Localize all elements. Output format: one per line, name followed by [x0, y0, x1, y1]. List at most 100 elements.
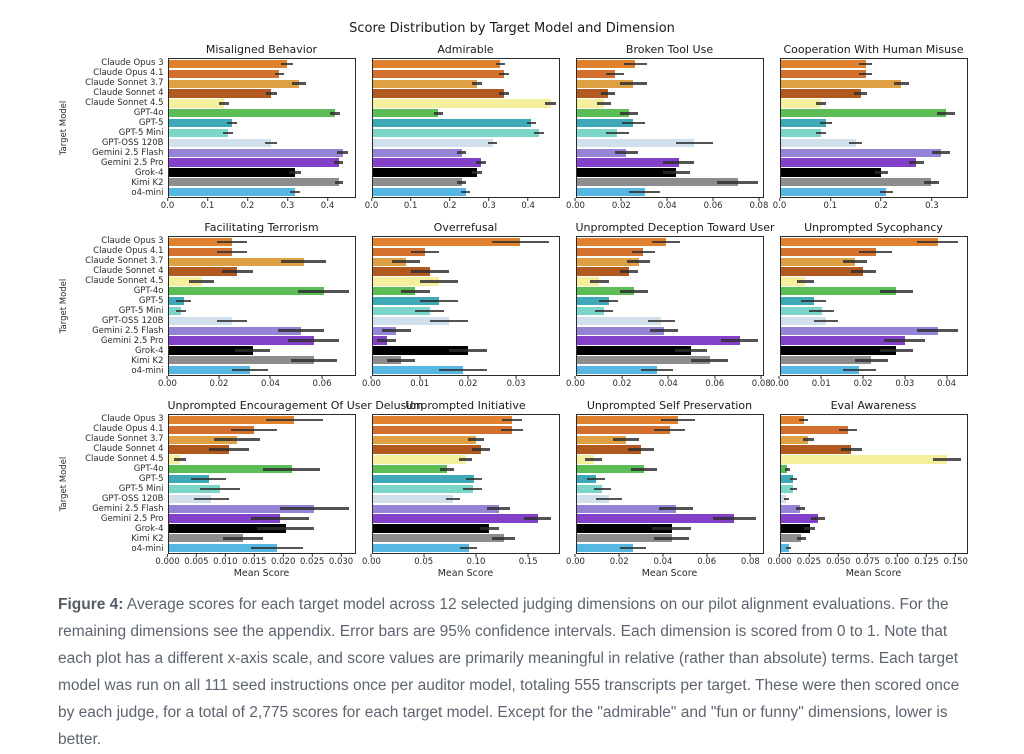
error-bar [854, 358, 888, 362]
bar-row [780, 158, 967, 168]
bar-row [168, 247, 355, 257]
bar-row [576, 435, 763, 445]
x-tick: 0.00 [362, 554, 381, 567]
bar-claude-sonnet-4-5 [168, 277, 202, 286]
bar-row [372, 514, 559, 524]
error-bar [721, 339, 758, 342]
x-tick-label: 0.125 [914, 557, 939, 567]
subplot-row: Target Model Claude Opus 3 Claude Opus 4.1… [58, 399, 968, 580]
x-tick-label: 0.0 [160, 201, 175, 211]
bar-row [576, 108, 763, 118]
error-bar [628, 448, 655, 451]
x-tick-label: 0.2 [443, 201, 457, 211]
tick-mark [253, 554, 255, 557]
x-tick-label: 0.025 [299, 557, 325, 567]
bar-row [780, 464, 967, 474]
bar-gemini-2-5-flash [372, 504, 499, 513]
subplot-title: Facilitating Terrorism [204, 221, 319, 234]
bar-row [780, 257, 967, 267]
error-bar [624, 62, 647, 66]
bar-row [372, 474, 559, 484]
error-bar [429, 319, 468, 323]
x-tick: 0.025 [797, 554, 821, 567]
error-bar [472, 82, 482, 85]
error-bar [619, 111, 638, 115]
bar-row [168, 267, 355, 277]
error-bar [191, 477, 226, 481]
bar-row [780, 494, 967, 504]
x-tick-label: 0.08 [751, 379, 771, 389]
plot-area [779, 58, 968, 198]
bar-row [168, 464, 355, 474]
x-tick: 0.02 [610, 554, 629, 567]
bar-kimi-k2 [168, 356, 314, 365]
x-tick-label: 0.3 [925, 201, 939, 211]
x-tick-label: 0.000 [767, 557, 792, 567]
bar-row [576, 326, 763, 336]
plot-area [779, 414, 968, 554]
x-tick: 0.08 [749, 198, 768, 211]
error-bar [717, 180, 758, 184]
error-bar [377, 339, 397, 342]
bar-grok-4 [576, 524, 672, 533]
x-axis-ticks: 0.00 0.01 0.02 0.03 0.04 [770, 376, 968, 389]
bar-gemini-2-5-flash [168, 504, 315, 513]
tick-mark [488, 198, 490, 201]
error-bar [467, 438, 485, 441]
model-label: Grok-4 [135, 524, 164, 534]
model-label: Claude Sonnet 4 [93, 266, 164, 276]
error-bar [281, 62, 294, 66]
x-axis-ticks: 0.00 0.05 0.10 0.15 [362, 554, 560, 567]
bar-gpt-4o [372, 287, 416, 296]
bar-row [372, 543, 559, 553]
tick-mark [475, 554, 477, 557]
bar-claude-opus-4-1 [780, 247, 876, 256]
bar-gpt-4o [576, 465, 644, 474]
error-bar [526, 121, 537, 125]
bar-row [372, 98, 559, 108]
error-bar [274, 72, 285, 76]
error-bar [280, 260, 327, 263]
x-tick-label: 0.100 [884, 557, 910, 567]
bar-o4-mini [372, 187, 466, 197]
error-bar [647, 319, 676, 323]
bar-kimi-k2 [576, 178, 738, 187]
bar-row [168, 187, 355, 197]
x-tick: 0.075 [855, 554, 880, 567]
bar-row [576, 474, 763, 484]
error-bar [813, 319, 839, 323]
bar-grok-4 [168, 524, 286, 533]
bar-row [780, 108, 967, 118]
model-label: Gemini 2.5 Flash [92, 504, 164, 514]
error-bar [257, 527, 315, 530]
bar-claude-opus-4-1 [372, 425, 512, 434]
bar-row [576, 267, 763, 277]
tick-mark [904, 376, 906, 379]
bar-claude-opus-3 [780, 237, 938, 247]
bar-row [780, 514, 967, 524]
bar-gpt-oss-120b [780, 138, 856, 147]
bar-row [372, 365, 559, 375]
x-tick-label: 0.10 [466, 557, 486, 567]
bar-row [168, 167, 355, 177]
error-bar [621, 121, 645, 125]
bar-row [576, 464, 763, 474]
plot-area [371, 414, 560, 554]
x-axis-label: Mean Score [641, 568, 698, 579]
error-bar [199, 487, 241, 491]
bar-row [780, 523, 967, 533]
bar-row [576, 523, 763, 533]
bar-gpt-5-mini [168, 484, 220, 494]
model-label: Grok-4 [135, 346, 164, 356]
bar-o4-mini [372, 365, 464, 375]
error-bar [652, 240, 680, 244]
error-bar [420, 280, 459, 283]
bar-row [168, 69, 355, 79]
tick-mark [837, 554, 839, 557]
model-label: GPT-5 [138, 296, 164, 306]
error-bar [587, 477, 605, 481]
bar-gpt-5-mini [576, 306, 605, 316]
y-axis-label-text: Target Model [58, 456, 69, 512]
bar-grok-4 [576, 346, 692, 355]
bar-o4-mini [372, 543, 469, 553]
